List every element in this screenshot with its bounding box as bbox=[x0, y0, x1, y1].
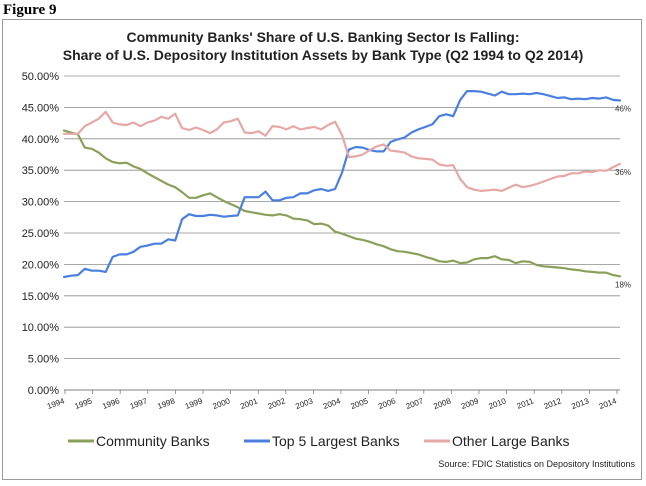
x-tick-label: 1996 bbox=[101, 396, 121, 411]
source-note: Source: FDIC Statistics on Depository In… bbox=[438, 459, 635, 469]
y-tick-label: 35.00% bbox=[22, 165, 60, 177]
x-tick-label: 2011 bbox=[516, 396, 536, 411]
x-tick-label: 2014 bbox=[598, 396, 618, 411]
x-tick-label: 2006 bbox=[377, 396, 397, 411]
x-tick-label: 1995 bbox=[73, 396, 93, 411]
x-tick-label: 2007 bbox=[405, 396, 425, 411]
x-tick-label: 2008 bbox=[432, 396, 452, 411]
x-tick-label: 1998 bbox=[156, 396, 176, 411]
y-tick-label: 15.00% bbox=[22, 291, 60, 303]
series-lines bbox=[62, 90, 622, 279]
x-tick-label: 2012 bbox=[543, 396, 563, 411]
chart-frame bbox=[2, 19, 642, 480]
y-tick-label: 40.00% bbox=[22, 134, 60, 146]
series-line bbox=[62, 90, 622, 279]
y-tick-label: 45.00% bbox=[22, 102, 60, 114]
x-axis-tick-labels: 1994 1995 1996 1997 1998 1999 2000 2001 2002 2003… bbox=[46, 396, 618, 411]
x-tick-label: 2005 bbox=[349, 396, 369, 411]
y-tick-label: 30.00% bbox=[22, 197, 60, 209]
x-tick-label: 2004 bbox=[322, 396, 342, 411]
x-tick-label: 2002 bbox=[267, 396, 287, 411]
x-tick-label: 1994 bbox=[46, 396, 66, 411]
y-tick-label: 25.00% bbox=[22, 228, 60, 240]
y-tick-label: 0.00% bbox=[28, 385, 59, 397]
x-tick-label: 2010 bbox=[487, 396, 507, 411]
legend: Community Banks Top 5 Largest Banks Other … bbox=[68, 433, 570, 449]
x-tick-label: 2001 bbox=[239, 396, 259, 411]
legend-label: Top 5 Largest Banks bbox=[272, 433, 400, 449]
end-label: 18% bbox=[615, 280, 631, 289]
x-tick-label: 2003 bbox=[294, 396, 314, 411]
y-tick-label: 20.00% bbox=[22, 259, 60, 271]
chart-subtitle: Share of U.S. Depository Institution Ass… bbox=[62, 47, 584, 63]
legend-label: Community Banks bbox=[96, 433, 210, 449]
y-tick-label: 10.00% bbox=[22, 322, 60, 334]
series-line bbox=[62, 110, 622, 192]
end-label: 46% bbox=[615, 104, 631, 113]
x-tick-label: 2013 bbox=[570, 396, 590, 411]
x-tick-label: 2009 bbox=[460, 396, 480, 411]
end-label: 36% bbox=[615, 168, 631, 177]
end-labels: 18% 46% 36% bbox=[615, 104, 631, 289]
legend-label: Other Large Banks bbox=[452, 433, 570, 449]
x-tick-label: 2000 bbox=[211, 396, 231, 411]
x-tick-label: 1999 bbox=[184, 396, 204, 411]
chart-title: Community Banks' Share of U.S. Banking S… bbox=[126, 29, 520, 45]
figure-label: Figure 9 bbox=[3, 2, 57, 18]
series-line bbox=[62, 129, 622, 278]
y-axis-tick-labels: 0.00% 5.00% 10.00% 15.00% 20.00% 25.00% 30.00%… bbox=[22, 71, 60, 397]
y-tick-label: 5.00% bbox=[28, 354, 59, 366]
x-tick-label: 1997 bbox=[129, 396, 149, 411]
y-tick-label: 50.00% bbox=[22, 71, 60, 83]
